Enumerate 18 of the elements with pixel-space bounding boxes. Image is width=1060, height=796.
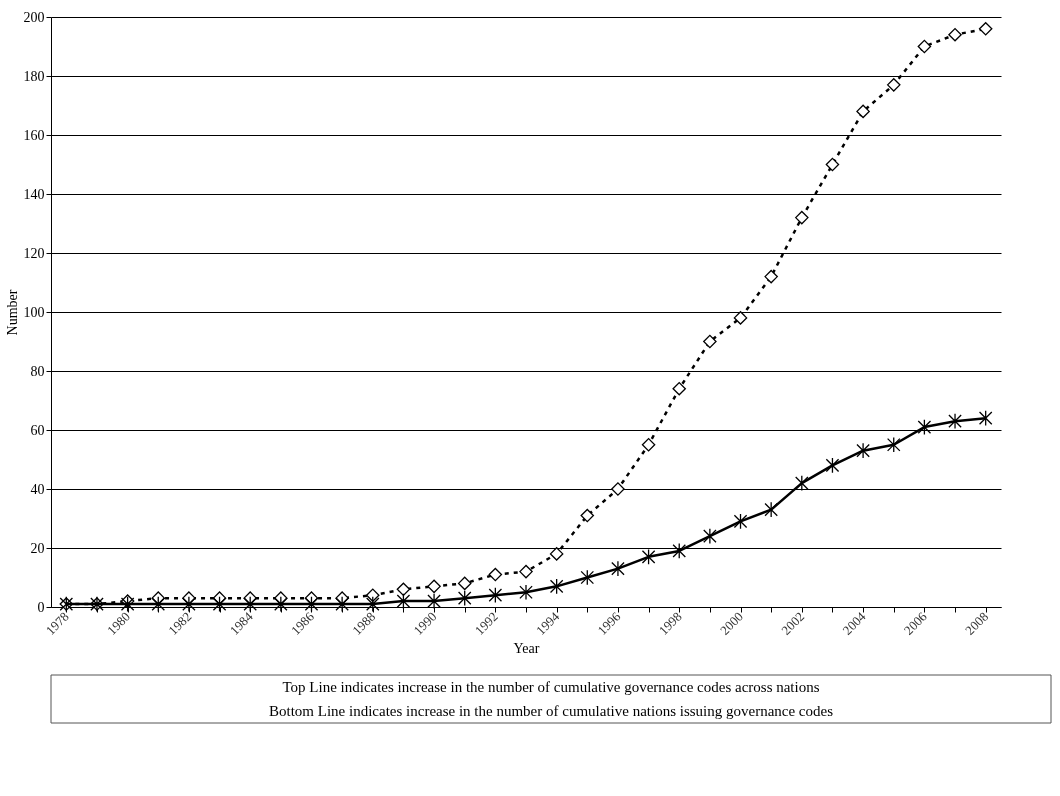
y-tick-label: 20	[30, 540, 45, 556]
text: Top Line indicates increase in the number of cumulative governance codes across nations	[282, 679, 820, 695]
y-axis-title: Number	[4, 289, 20, 336]
y-tick-label: 80	[30, 363, 45, 379]
y-tick-label: 200	[23, 9, 45, 25]
text: Bottom Line indicates increase in the number of cumulative nations issuing governance codes	[268, 703, 834, 719]
x-tick-label: 1980	[104, 608, 134, 638]
y-tick-label: 40	[30, 481, 45, 497]
x-axis-title: Year	[513, 640, 540, 656]
y-tick-label: 0	[37, 599, 45, 615]
y-tick-label: 100	[23, 304, 45, 320]
x-tick-label: 1998	[655, 608, 685, 638]
x-tick-label: 2000	[716, 608, 746, 638]
y-tick-label: 60	[30, 422, 45, 438]
y-tick-label: 120	[23, 245, 45, 261]
y-tick-label: 160	[23, 127, 45, 143]
y-tick-label: 180	[23, 68, 45, 84]
y-tick-label: 140	[23, 186, 45, 202]
